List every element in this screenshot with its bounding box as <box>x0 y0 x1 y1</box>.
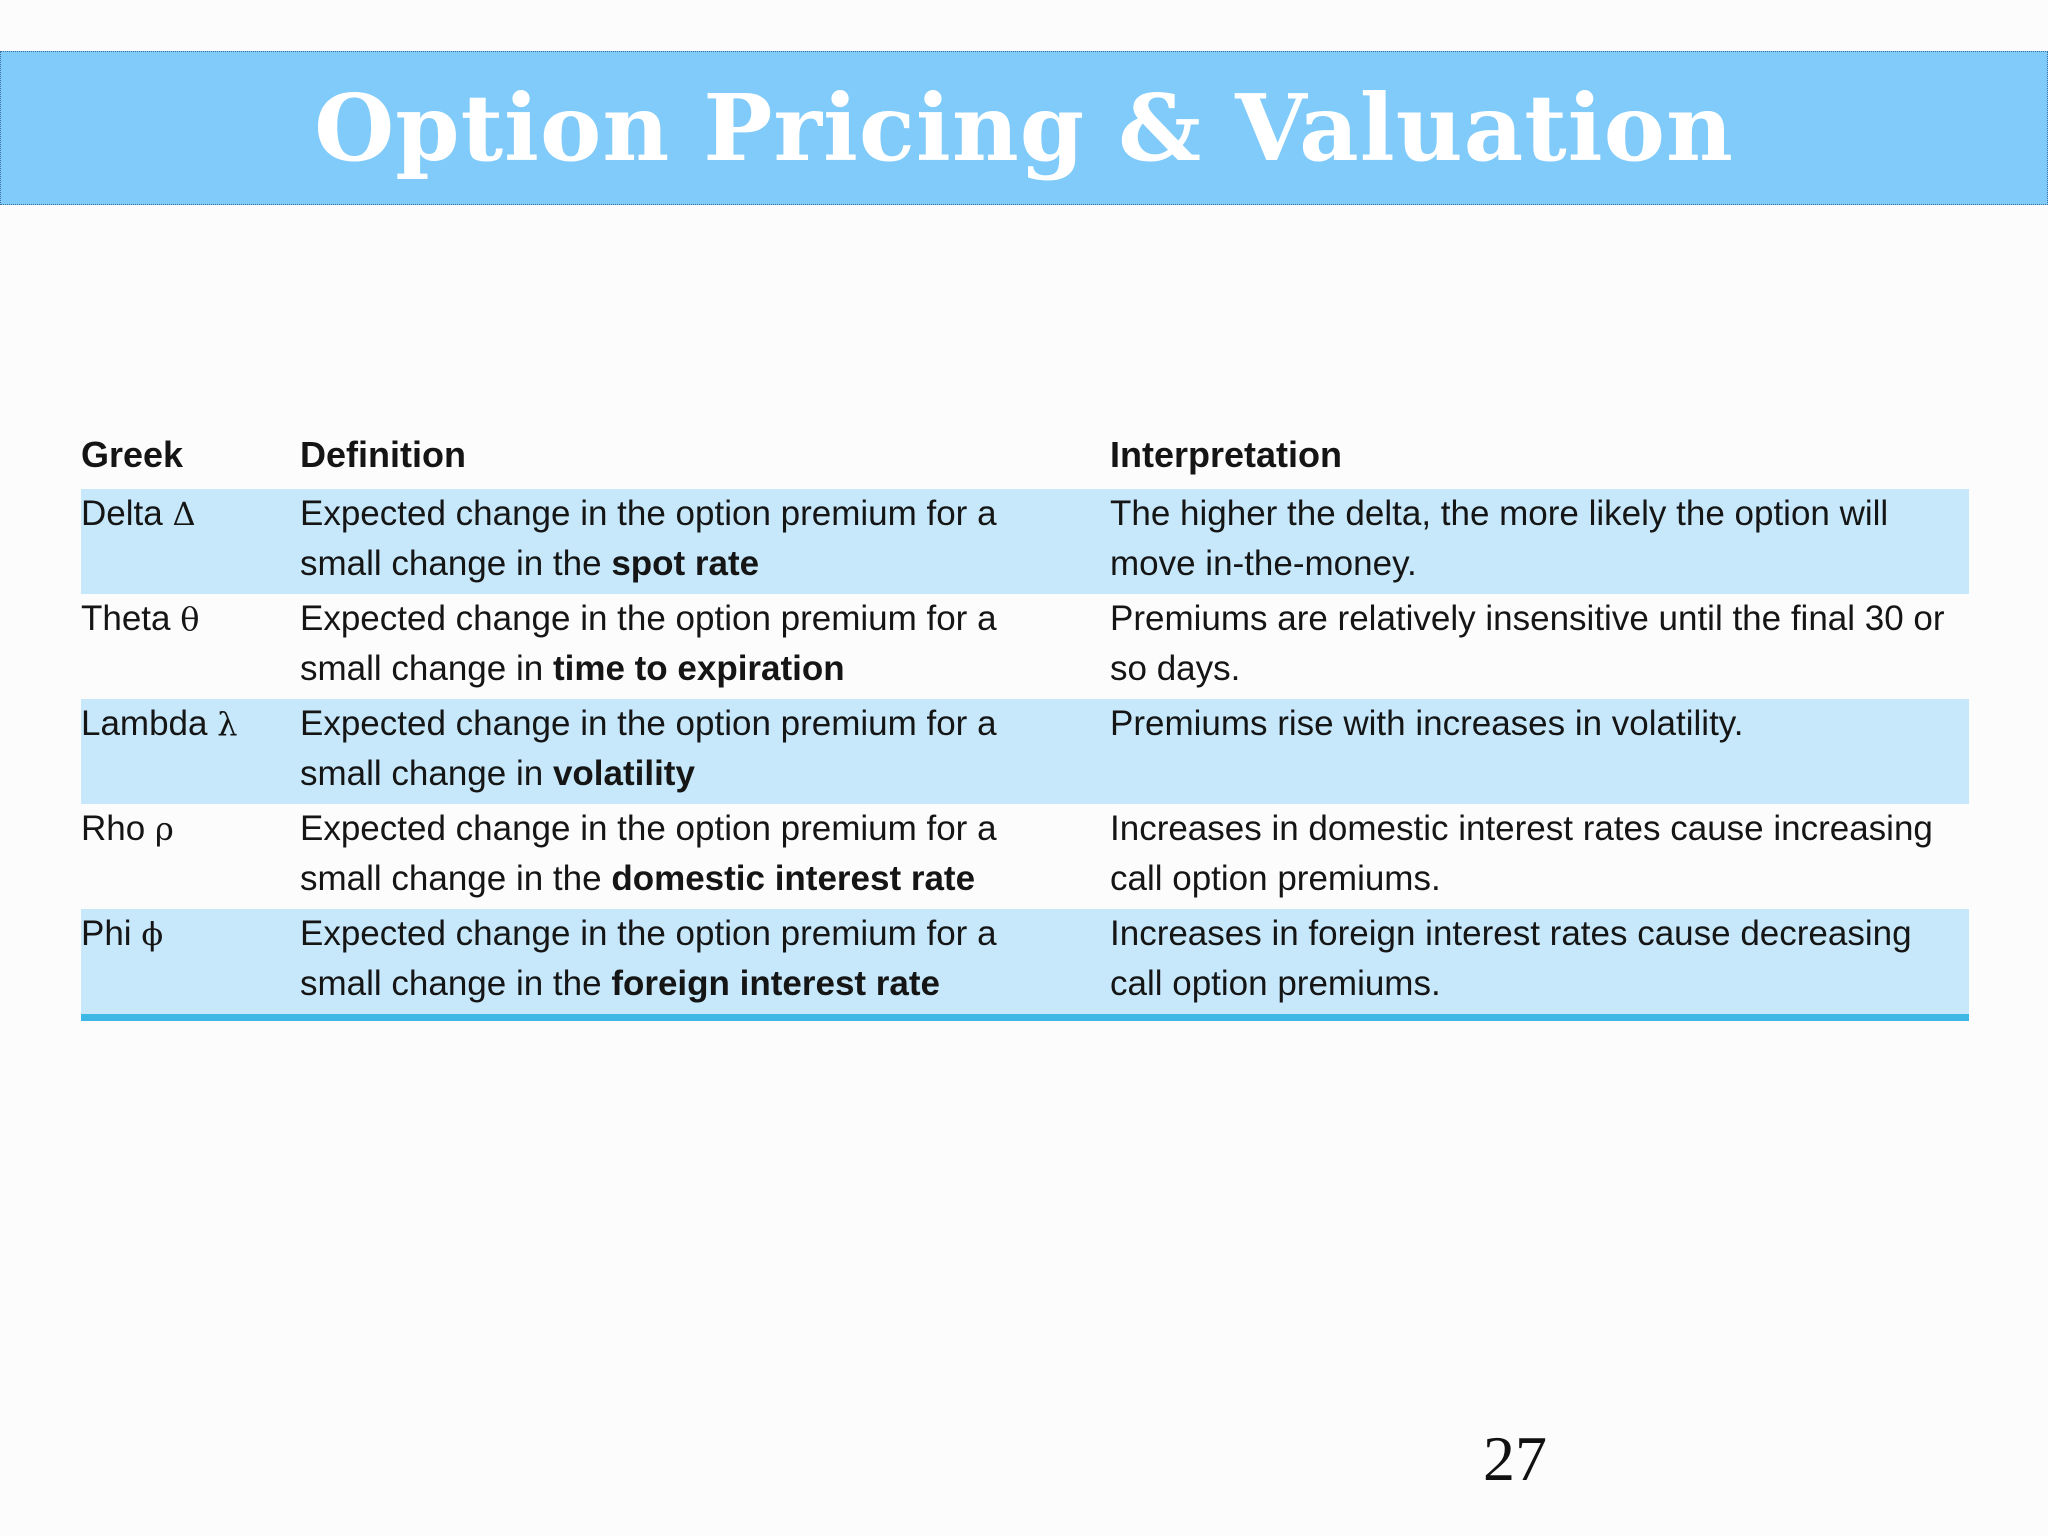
greek-name: Lambda <box>81 704 208 743</box>
table-header-row: Greek Definition Interpretation <box>81 421 1969 489</box>
definition-cell: Expected change in the option premium fo… <box>300 594 1110 699</box>
greek-cell: Delta Δ <box>81 489 300 594</box>
interpretation-line-2: move in-the-money. <box>1110 544 1417 583</box>
greek-name: Rho <box>81 809 146 848</box>
page-number: 27 <box>1483 1423 1547 1494</box>
definition-keyword: foreign interest rate <box>611 964 941 1003</box>
interpretation-cell: Premiums are relatively insensitive unti… <box>1110 594 1969 699</box>
table-row-rho: Rho ρ Expected change in the option prem… <box>81 804 1969 909</box>
greek-name: Delta <box>81 494 163 533</box>
greeks-table: Greek Definition Interpretation Delta Δ … <box>81 421 1969 1021</box>
definition-line-2: small change in <box>300 649 544 688</box>
header-definition: Definition <box>300 434 466 475</box>
table-row-lambda: Lambda λ Expected change in the option p… <box>81 699 1969 804</box>
definition-line-1: Expected change in the option premium fo… <box>300 809 997 848</box>
interpretation-cell: Increases in domestic interest rates cau… <box>1110 804 1969 909</box>
greek-symbol: ϕ <box>141 915 164 953</box>
definition-keyword: time to expiration <box>552 649 845 688</box>
interpretation-cell: Premiums rise with increases in volatili… <box>1110 699 1969 804</box>
definition-cell: Expected change in the option premium fo… <box>300 909 1110 1021</box>
interpretation-cell: The higher the delta, the more likely th… <box>1110 489 1969 594</box>
interpretation-line-2: call option premiums. <box>1110 964 1441 1003</box>
table-row-delta: Delta Δ Expected change in the option pr… <box>81 489 1969 594</box>
interpretation-line-1: The higher the delta, the more likely th… <box>1110 494 1889 533</box>
definition-line-2: small change in the <box>300 544 602 583</box>
definition-line-1: Expected change in the option premium fo… <box>300 494 997 533</box>
header-interpretation: Interpretation <box>1110 434 1343 475</box>
greek-cell: Lambda λ <box>81 699 300 804</box>
slide-title: Option Pricing & Valuation <box>314 74 1734 182</box>
interpretation-line-2: call option premiums. <box>1110 859 1441 898</box>
definition-line-1: Expected change in the option premium fo… <box>300 599 997 638</box>
interpretation-line-2: so days. <box>1110 649 1241 688</box>
greek-name: Theta <box>81 599 171 638</box>
definition-cell: Expected change in the option premium fo… <box>300 804 1110 909</box>
interpretation-cell: Increases in foreign interest rates caus… <box>1110 909 1969 1021</box>
definition-line-1: Expected change in the option premium fo… <box>300 704 997 743</box>
greek-name: Phi <box>81 914 132 953</box>
table-row-phi: Phi ϕ Expected change in the option prem… <box>81 909 1969 1021</box>
greek-cell: Theta θ <box>81 594 300 699</box>
greek-symbol: λ <box>217 705 238 743</box>
table-row-theta: Theta θ Expected change in the option pr… <box>81 594 1969 699</box>
definition-line-2: small change in the <box>300 964 602 1003</box>
definition-line-2: small change in the <box>300 859 602 898</box>
interpretation-line-1: Premiums are relatively insensitive unti… <box>1110 599 1945 638</box>
definition-line-1: Expected change in the option premium fo… <box>300 914 997 953</box>
greek-cell: Rho ρ <box>81 804 300 909</box>
definition-keyword: domestic interest rate <box>611 859 976 898</box>
definition-line-2: small change in <box>300 754 544 793</box>
interpretation-line-1: Premiums rise with increases in volatili… <box>1110 704 1744 743</box>
interpretation-line-1: Increases in foreign interest rates caus… <box>1110 914 1912 953</box>
definition-cell: Expected change in the option premium fo… <box>300 699 1110 804</box>
header-greek: Greek <box>81 434 184 475</box>
interpretation-line-1: Increases in domestic interest rates cau… <box>1110 809 1933 848</box>
greek-cell: Phi ϕ <box>81 909 300 1021</box>
definition-cell: Expected change in the option premium fo… <box>300 489 1110 594</box>
greek-symbol: Δ <box>172 495 196 533</box>
greek-symbol: θ <box>180 600 200 638</box>
definition-keyword: spot rate <box>611 544 760 583</box>
definition-keyword: volatility <box>552 754 695 793</box>
title-banner: Option Pricing & Valuation <box>0 51 2048 205</box>
greek-symbol: ρ <box>154 810 174 848</box>
